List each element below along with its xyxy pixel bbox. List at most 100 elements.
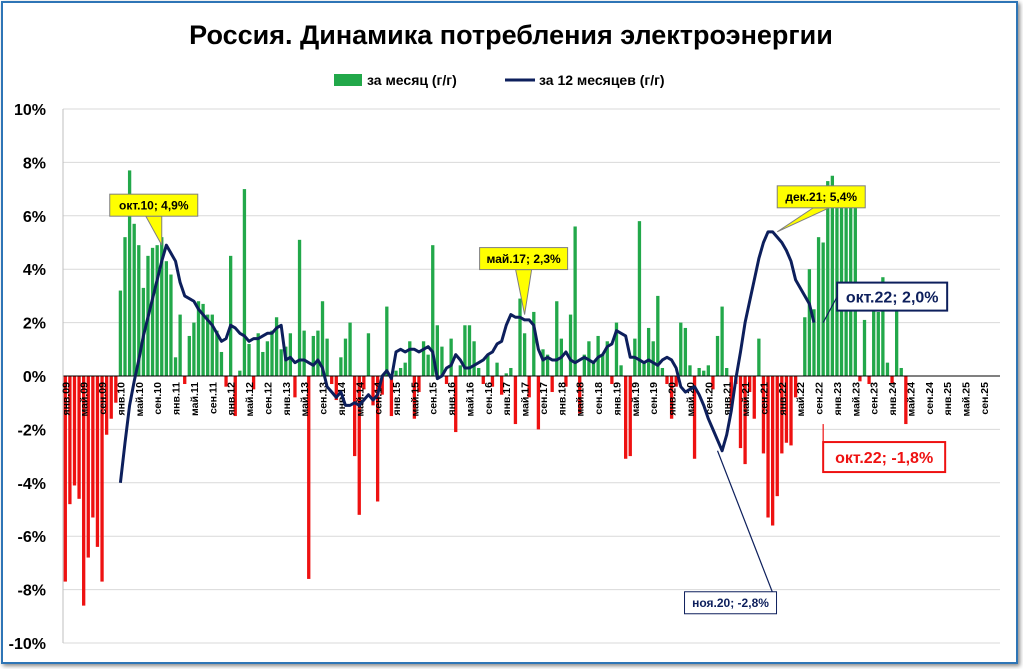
- bar: [568, 314, 573, 376]
- callout-label: май.17; 2,3%: [487, 252, 561, 266]
- bar: [293, 376, 297, 398]
- bar: [196, 301, 201, 376]
- bar: [348, 322, 352, 376]
- bar: [775, 376, 779, 497]
- bar: [72, 376, 77, 486]
- bar: [160, 237, 164, 376]
- y-tick-label: 0%: [23, 369, 46, 386]
- x-tick-label: сен.21: [758, 382, 770, 415]
- bar: [858, 376, 862, 382]
- x-tick-label: сен.25: [979, 382, 991, 415]
- bar: [550, 376, 554, 393]
- bar: [417, 376, 421, 393]
- bar: [876, 311, 880, 376]
- bar: [104, 376, 109, 435]
- bar: [656, 295, 660, 376]
- callout-label: окт.22; 2,0%: [846, 289, 939, 306]
- bar: [826, 181, 830, 376]
- bar: [725, 367, 729, 376]
- bar: [761, 376, 766, 454]
- bar: [325, 338, 329, 376]
- x-tick-label: янв.19: [611, 382, 623, 416]
- callout: окт.22; 2,0%: [822, 281, 949, 323]
- bar: [490, 376, 495, 387]
- bar: [77, 376, 81, 499]
- x-tick-label: янв.23: [832, 382, 844, 416]
- bar: [738, 376, 743, 449]
- bar: [137, 245, 141, 376]
- x-tick-label: май.10: [134, 382, 146, 417]
- x-tick-label: янв.10: [115, 382, 127, 416]
- bar: [536, 376, 541, 430]
- bar: [366, 333, 371, 376]
- bar: [706, 365, 710, 376]
- bar: [114, 376, 118, 403]
- bar: [679, 322, 683, 376]
- callout-pointer: [144, 215, 163, 246]
- x-tick-label: сен.15: [428, 382, 440, 415]
- callout-pointer: [776, 207, 830, 233]
- bar: [330, 376, 334, 385]
- bar: [895, 303, 899, 376]
- x-tick-label: янв.11: [171, 382, 183, 415]
- x-tick-label: май.17: [520, 382, 532, 417]
- bar: [206, 314, 210, 376]
- y-tick-label: -4%: [18, 476, 46, 493]
- callout-label: окт.10; 4,9%: [119, 198, 189, 212]
- bar: [251, 376, 256, 390]
- x-tick-label: сен.11: [207, 382, 219, 414]
- y-tick-label: 6%: [23, 209, 46, 226]
- bar: [780, 376, 784, 454]
- bar: [862, 319, 867, 376]
- bar: [748, 376, 752, 393]
- bar: [688, 365, 692, 376]
- x-tick-label: май.13: [299, 382, 311, 417]
- bar: [454, 376, 458, 433]
- bar: [752, 376, 756, 419]
- bar: [380, 376, 384, 395]
- bar: [68, 376, 72, 505]
- bar: [770, 376, 775, 526]
- bar: [711, 376, 715, 390]
- bar: [164, 261, 168, 376]
- x-tick-label: сен.09: [97, 382, 109, 415]
- bar: [793, 376, 798, 398]
- bar: [784, 376, 789, 443]
- bar: [646, 327, 651, 376]
- bar: [339, 357, 343, 376]
- bar: [389, 376, 394, 417]
- x-tick-label: сен.10: [152, 382, 164, 415]
- bar: [362, 376, 366, 390]
- bar: [821, 242, 825, 376]
- bar: [279, 349, 283, 376]
- x-tick-label: май.24: [905, 382, 917, 417]
- bar: [449, 338, 453, 376]
- bar: [573, 226, 577, 376]
- bar: [242, 189, 247, 376]
- x-tick-label: май.25: [961, 382, 973, 417]
- x-tick-label: май.19: [630, 382, 642, 417]
- bar: [91, 376, 95, 518]
- bar: [669, 376, 674, 419]
- x-axis: [62, 109, 1000, 643]
- x-tick-label: сен.13: [318, 382, 330, 415]
- bar: [885, 362, 890, 376]
- callout: дек.21; 5,4%: [776, 185, 866, 233]
- bar: [545, 354, 550, 376]
- x-tick-label: май.16: [464, 382, 476, 417]
- bar: [238, 370, 242, 376]
- bar: [504, 373, 508, 376]
- callouts: окт.10; 4,9% май.17; 2,3% дек.21; 5,4% ноя.…: [109, 185, 949, 615]
- bar: [628, 376, 632, 457]
- x-tick-label: сен.23: [869, 382, 881, 415]
- bar: [444, 376, 449, 385]
- callout-box: [836, 281, 949, 312]
- bar: [582, 354, 586, 376]
- bar: [173, 357, 178, 376]
- callout-pointer: [515, 269, 533, 315]
- bar: [440, 346, 444, 376]
- line-12m: [118, 230, 816, 483]
- bar: [219, 351, 224, 376]
- bar: [789, 376, 793, 446]
- bar: [334, 376, 338, 401]
